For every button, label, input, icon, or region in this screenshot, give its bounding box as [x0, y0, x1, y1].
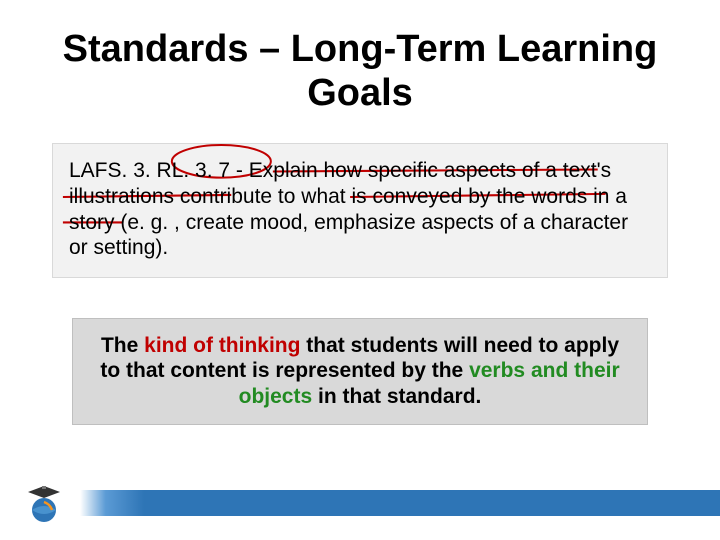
thinking-highlight1: kind of thinking	[144, 334, 300, 357]
standard-text: LAFS. 3. RL. 3. 7 - Explain how specific…	[69, 158, 651, 260]
standard-separator: -	[230, 159, 249, 182]
thinking-suffix: in that standard.	[312, 385, 481, 408]
footer-bar	[80, 490, 720, 516]
standard-box: LAFS. 3. RL. 3. 7 - Explain how specific…	[52, 143, 668, 277]
slide-title: Standards – Long-Term Learning Goals	[50, 28, 670, 115]
slide-container: Standards – Long-Term Learning Goals LAF…	[0, 0, 720, 540]
thinking-box: The kind of thinking that students will …	[72, 318, 648, 425]
logo-icon	[22, 480, 66, 524]
standard-code: LAFS. 3. RL. 3. 7	[69, 159, 230, 182]
thinking-prefix: The	[101, 334, 144, 357]
thinking-text: The kind of thinking that students will …	[91, 333, 629, 410]
